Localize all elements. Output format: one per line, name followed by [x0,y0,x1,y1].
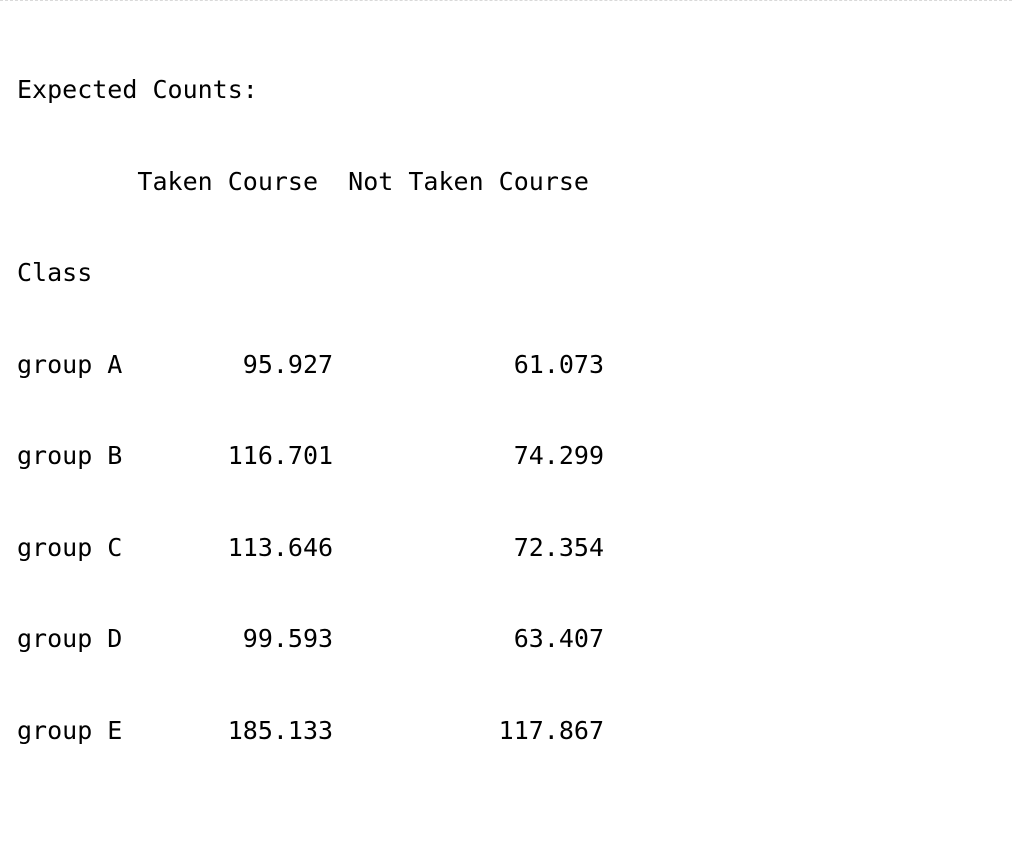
cell-taken: 99.593 [242,624,334,653]
cell-not-taken: 72.354 [513,532,605,562]
table-row: group A 95.927 61.073 [17,350,935,381]
cell-not-taken: 63.407 [513,624,605,653]
table-row: group D 99.593 63.407 [17,624,935,655]
row-label: group A [17,349,123,379]
console-output: Expected Counts: Taken Course Not Taken … [17,14,935,856]
row-label: group E [17,715,123,745]
cell-taken: 185.133 [227,715,334,745]
table-header-row: Taken Course Not Taken Course [17,167,935,198]
index-name: Class [17,258,93,287]
row-label: group D [17,624,123,653]
row-label: group C [17,532,123,562]
table-row: group C 113.646 72.354 [17,533,935,564]
expected-counts-heading: Expected Counts: [17,75,258,104]
cell-taken: 116.701 [227,441,334,470]
row-label: group B [17,441,123,470]
blank-line [17,807,935,838]
table-row: group B 116.701 74.299 [17,441,935,472]
column-header-not-taken: Not Taken Course [348,166,589,196]
cell-taken: 113.646 [227,532,334,562]
table-row: group E 185.133 117.867 [17,716,935,747]
cell-taken: 95.927 [242,349,334,379]
cell-not-taken: 61.073 [513,349,605,379]
column-header-taken: Taken Course [137,166,319,196]
output-cell: Expected Counts: Taken Course Not Taken … [0,0,1012,745]
cell-not-taken: 74.299 [513,441,605,470]
cell-not-taken: 117.867 [498,715,605,745]
